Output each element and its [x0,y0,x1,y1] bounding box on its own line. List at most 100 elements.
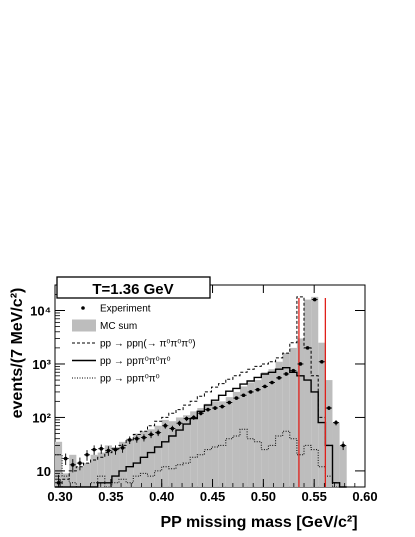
mc-sum-bar [225,397,233,487]
mc-sum-bar [254,380,262,487]
experiment-point [327,406,331,410]
experiment-point [120,446,125,450]
x-axis-label: PP missing mass [GeV/c²] [160,514,357,531]
x-tick-label: 0.60 [352,489,377,504]
mc-sum-bar [296,338,305,487]
mc-sum-bar [332,422,340,487]
mc-sum-bar [133,433,141,487]
experiment-point [106,448,111,453]
x-tick-label: 0.55 [302,489,327,504]
mc-sum-bar [147,429,155,487]
experiment-point [99,446,104,451]
experiment-point [320,359,324,364]
energy-title: T=1.36 GeV [92,281,173,298]
experiment-point [177,421,182,426]
mc-sum-bar [318,342,326,487]
experiment-point [234,396,239,400]
mc-sum-bar [325,380,333,487]
experiment-point [263,384,267,389]
experiment-point [312,297,317,302]
experiment-point [199,411,203,416]
y-axis-label: events/(7 MeV/c²) [9,288,26,419]
experiment-point [170,426,175,431]
legend-label: pp → ppη(→ π⁰π⁰π⁰) [100,339,196,350]
experiment-point [277,376,281,380]
legend-label: pp → ppπ⁰π⁰π⁰ [100,356,171,367]
experiment-point [341,443,345,448]
title-frame [56,276,211,299]
legend: Experiment MC sum pp → ppη(→ π⁰π⁰π⁰) pp → p… [72,304,196,385]
mc-sum-bar [239,386,248,487]
mc-sum-bar [126,438,134,487]
mc-sum-bar [76,466,84,487]
experiment-point [92,447,96,452]
mc-sum-bar [247,382,255,487]
experiment-point [255,387,260,392]
y-tick-label: 10 [37,464,51,479]
mc-sum-bar [62,473,70,487]
mc-sum-bar [140,431,148,487]
experiment-point [163,423,168,428]
mc-sum-bar [161,419,169,487]
y-tick-label: 10⁴ [30,304,51,319]
mc-sum-bar [204,403,212,487]
axis-ticks: 0.30 0.35 0.40 0.45 0.50 0.55 0.60 10 10² 10³ 10⁴ [30,284,378,504]
x-tick-label: 0.40 [149,489,174,504]
mc-sum-bar [111,446,120,487]
experiment-point [270,380,274,385]
experiment-point [85,453,89,457]
experiment-point [241,393,246,398]
mc-sum-bar [211,401,219,487]
mc-sum-bar [232,391,240,487]
experiment-point [142,435,146,440]
experiment-point [78,461,82,465]
mc-sum-bar [289,347,297,487]
legend-label: MC sum [100,321,137,332]
mc-sum-bar [275,361,283,487]
y-tick-label: 10² [32,410,51,425]
mc-sum-bar [97,452,105,487]
mc-sum-series [55,296,347,487]
cut-lines [298,298,327,487]
mc-sum-bar [119,441,127,487]
mc-sum-bar [90,454,98,487]
experiment-point [135,436,139,441]
pp3pi0-line [55,367,347,488]
mc-sum-bar [282,353,290,487]
mc-sum-bar [261,372,269,487]
experiment-point [191,415,196,420]
experiment-point [220,404,224,409]
experiment-point [284,372,289,376]
experiment-point [305,346,310,350]
experiment-point [334,420,338,425]
legend-label: Experiment [100,304,151,315]
experiment-point [213,406,217,410]
experiment-point [70,463,75,467]
mc-sum-bar [339,445,347,487]
experiment-point [156,430,160,435]
experiment-point [63,456,68,461]
experiment-point [113,447,118,452]
experiment-point [184,416,189,421]
energy-title-box: T=1.36 GeV [56,276,211,299]
experiment-point [298,362,303,366]
mc-sum-bar [197,408,205,487]
legend-marker-mc-sum [72,319,96,332]
mc-sum-bar [268,369,276,487]
eta-3pi0-line [55,296,347,488]
mc-sum-bar [83,463,91,487]
experiment-point [206,407,210,412]
mc-sum-bar [104,445,112,487]
mc-sum-bar [218,401,226,487]
experiment-point [227,400,232,405]
mc-sum-bar [168,421,176,487]
x-tick-label: 0.30 [47,489,72,504]
mc-sum-bar [154,425,162,487]
experiment-point [291,368,296,373]
experiment-point [127,438,132,442]
pp2pi0-line [55,428,347,488]
mc-sum-bar [304,299,312,487]
x-tick-label: 0.50 [251,489,276,504]
mc-sum-bar [175,417,184,487]
